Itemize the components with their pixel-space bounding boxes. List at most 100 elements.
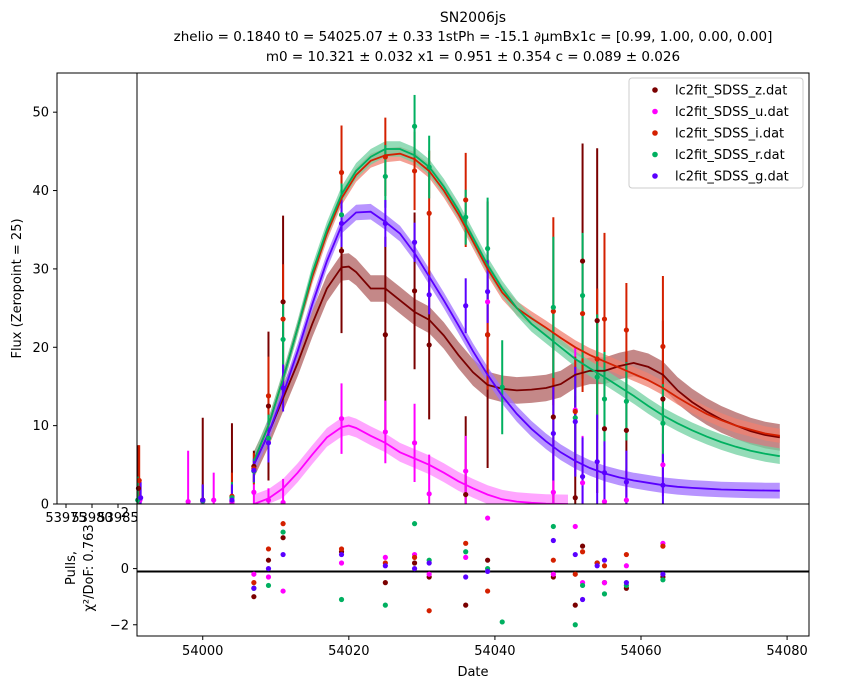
x-axis-label: Date [457, 665, 488, 680]
data-point-r [660, 420, 666, 426]
inset-tick-label: 53985 [97, 511, 138, 526]
pull-point-i [265, 546, 272, 552]
pull-point-g [338, 551, 345, 558]
data-point-i [601, 316, 608, 322]
data-point-u [485, 299, 491, 305]
data-point-u [463, 468, 469, 474]
pull-point-z [463, 602, 469, 608]
data-point-u [338, 415, 345, 422]
data-point-i [623, 327, 629, 333]
pull-point-i [601, 563, 608, 569]
data-point-r [265, 435, 272, 441]
data-point-z [338, 248, 345, 254]
data-point-z [463, 491, 469, 498]
inset-tick-label: 53980 [71, 511, 112, 526]
pull-point-r [411, 521, 418, 527]
model-band-r [253, 141, 780, 469]
data-point-i [572, 408, 578, 415]
pull-point-z [251, 594, 257, 600]
pull-point-i [338, 546, 345, 552]
pull-point-r [579, 582, 586, 589]
pull-point-z [411, 560, 418, 566]
data-point-g [426, 292, 432, 298]
data-points [135, 123, 666, 506]
data-point-u [426, 491, 432, 497]
data-point-u [211, 497, 217, 503]
data-point-z [550, 414, 556, 420]
data-point-g [411, 239, 418, 245]
legend-marker [652, 108, 658, 115]
pull-point-r [382, 602, 388, 608]
data-point-g [550, 430, 556, 437]
data-point-z [265, 403, 272, 409]
pull-point-z [265, 557, 272, 563]
y-tick-label: 0 [41, 498, 49, 513]
pulls-y-label-line2: χ²/DoF: 0.763 [82, 524, 97, 611]
title-line1: SN2006js [440, 10, 506, 26]
data-point-g [382, 220, 388, 227]
data-point-u [382, 429, 388, 435]
data-point-r [579, 292, 586, 299]
pull-point-i [572, 571, 578, 577]
data-point-z [579, 258, 586, 264]
model-lines [253, 148, 780, 505]
data-point-u [623, 497, 629, 503]
pull-points [251, 515, 666, 628]
x-tick-label: 54080 [766, 644, 807, 659]
data-point-z [411, 288, 418, 294]
data-point-u [550, 489, 556, 495]
data-point-g [229, 497, 235, 503]
data-point-g [579, 473, 586, 480]
data-point-i [382, 154, 388, 160]
pull-point-u [426, 571, 432, 577]
data-point-z [601, 426, 608, 432]
data-point-i [411, 168, 418, 174]
data-point-i [485, 332, 491, 338]
pulls-plot-background [137, 504, 809, 636]
legend-label: lc2fit_SDSS_r.dat [675, 148, 785, 163]
data-point-r [485, 245, 491, 252]
pull-point-u [485, 515, 491, 521]
pull-point-i [411, 554, 418, 560]
pulls-panel: −2 0 2 54000 54020 54040 54060 54080 Pulls, χ²/… [64, 503, 810, 680]
pull-point-z [572, 602, 578, 608]
legend-marker [652, 87, 658, 93]
title-line2: zhelio = 0.1840 t0 = 54025.07 ± 0.33 1st… [174, 29, 773, 45]
data-point-z [660, 396, 666, 402]
pull-point-g [594, 563, 600, 569]
pull-point-g [463, 574, 469, 580]
legend-label: lc2fit_SDSS_g.dat [675, 170, 789, 185]
data-point-u [411, 440, 418, 446]
data-point-u [660, 462, 666, 468]
x-tick-label: 54000 [182, 644, 223, 659]
model-line-u [253, 424, 569, 505]
data-point-i [426, 210, 432, 216]
data-point-g [138, 495, 144, 501]
pull-point-r [338, 596, 345, 603]
pull-point-u [601, 580, 608, 586]
data-point-i [550, 308, 556, 314]
x-tick-label: 54060 [620, 644, 661, 659]
pull-point-u [265, 574, 272, 580]
data-point-r [572, 415, 578, 421]
pull-point-i [579, 549, 586, 555]
pull-y-tick-label: 0 [121, 562, 129, 577]
pull-y-tick-label: −2 [110, 618, 129, 633]
data-point-r [338, 212, 345, 218]
data-point-i [660, 343, 666, 350]
data-point-z [572, 495, 578, 501]
title-line3: m0 = 10.321 ± 0.032 x1 = 0.951 ± 0.354 c… [266, 49, 680, 65]
model-line-z [253, 265, 780, 466]
pull-point-g [280, 551, 286, 558]
data-point-i [579, 310, 586, 317]
data-point-r [594, 374, 600, 380]
data-point-g [594, 459, 600, 465]
legend: lc2fit_SDSS_z.dat lc2fit_SDSS_u.dat lc2fit… [628, 77, 804, 189]
pull-point-r [463, 549, 469, 555]
pulls-plot-frame [136, 503, 810, 637]
data-point-r [463, 214, 469, 220]
data-point-i [594, 356, 600, 362]
data-point-g [623, 479, 629, 485]
model-line-r [253, 148, 780, 462]
